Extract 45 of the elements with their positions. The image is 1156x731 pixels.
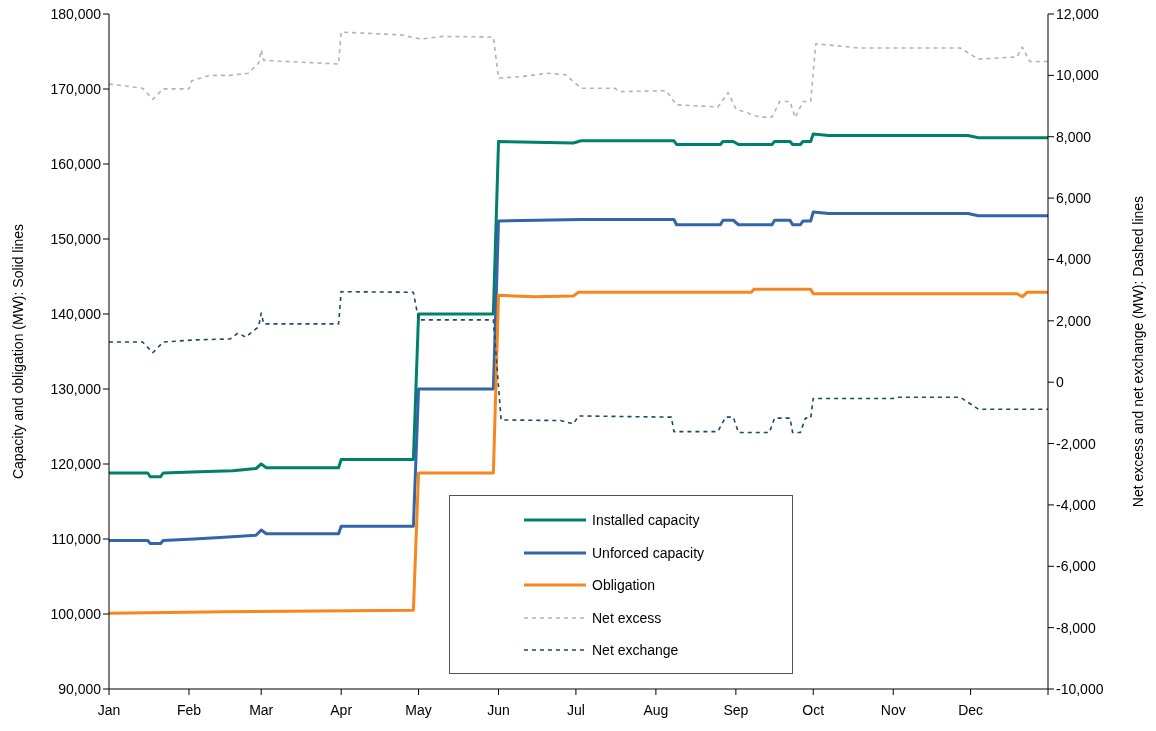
y-tick-label: 170,000	[50, 80, 102, 97]
y-tick-label: 130,000	[50, 380, 102, 397]
y-tick-label: 100,000	[50, 605, 102, 622]
legend-label: Installed capacity	[592, 512, 700, 529]
x-tick-label: Sep	[723, 701, 749, 718]
y-tick-label: 160,000	[50, 155, 102, 172]
x-tick-label: Nov	[880, 701, 906, 718]
y2-axis-title: Net excess and net exchange (MW): Dashed lines	[1130, 195, 1146, 508]
y2-tick-label: -10,000	[1056, 680, 1104, 697]
y2-tick-label: 12,000	[1056, 5, 1100, 22]
line-series	[109, 290, 1048, 434]
x-tick-label: Mar	[249, 701, 274, 718]
x-tick-label: Jun	[487, 701, 510, 718]
y-tick-label: 140,000	[50, 305, 102, 322]
y-tick-label: 120,000	[50, 455, 102, 472]
y2-tick-label: -6,000	[1056, 558, 1096, 575]
y-tick-label: 150,000	[50, 230, 102, 247]
x-tick-label: Aug	[643, 701, 669, 718]
y2-tick-label: 10,000	[1056, 67, 1100, 84]
x-tick-label: Jul	[566, 701, 585, 718]
y2-tick-label: -2,000	[1056, 435, 1096, 452]
y2-tick-label: 4,000	[1056, 251, 1092, 268]
legend-label: Net excess	[592, 609, 662, 626]
y2-tick-label: -4,000	[1056, 496, 1096, 513]
y-tick-label: 180,000	[50, 5, 102, 22]
x-tick-label: Oct	[802, 701, 825, 718]
legend-label: Net exchange	[592, 642, 679, 659]
y2-tick-label: 2,000	[1056, 312, 1092, 329]
y2-tick-label: 8,000	[1056, 128, 1092, 145]
x-tick-label: Jan	[97, 701, 121, 718]
x-tick-label: Dec	[958, 701, 984, 718]
legend-label: Obligation	[592, 577, 656, 594]
x-tick-label: Feb	[176, 701, 202, 718]
y-tick-label: 110,000	[51, 530, 102, 547]
y2-tick-label: 0	[1056, 374, 1064, 391]
x-tick-label: Apr	[330, 701, 353, 718]
y-tick-label: 90,000	[58, 680, 102, 697]
line-series	[109, 31, 1048, 119]
legend-label: Unforced capacity	[592, 544, 705, 561]
line-series	[109, 210, 1048, 545]
x-tick-label: May	[405, 701, 432, 718]
y2-tick-label: -8,000	[1056, 619, 1096, 636]
line-series	[109, 132, 1048, 479]
y2-tick-label: 6,000	[1056, 190, 1092, 207]
y-axis-title: Capacity and obligation (MW): Solid lines	[10, 223, 26, 480]
